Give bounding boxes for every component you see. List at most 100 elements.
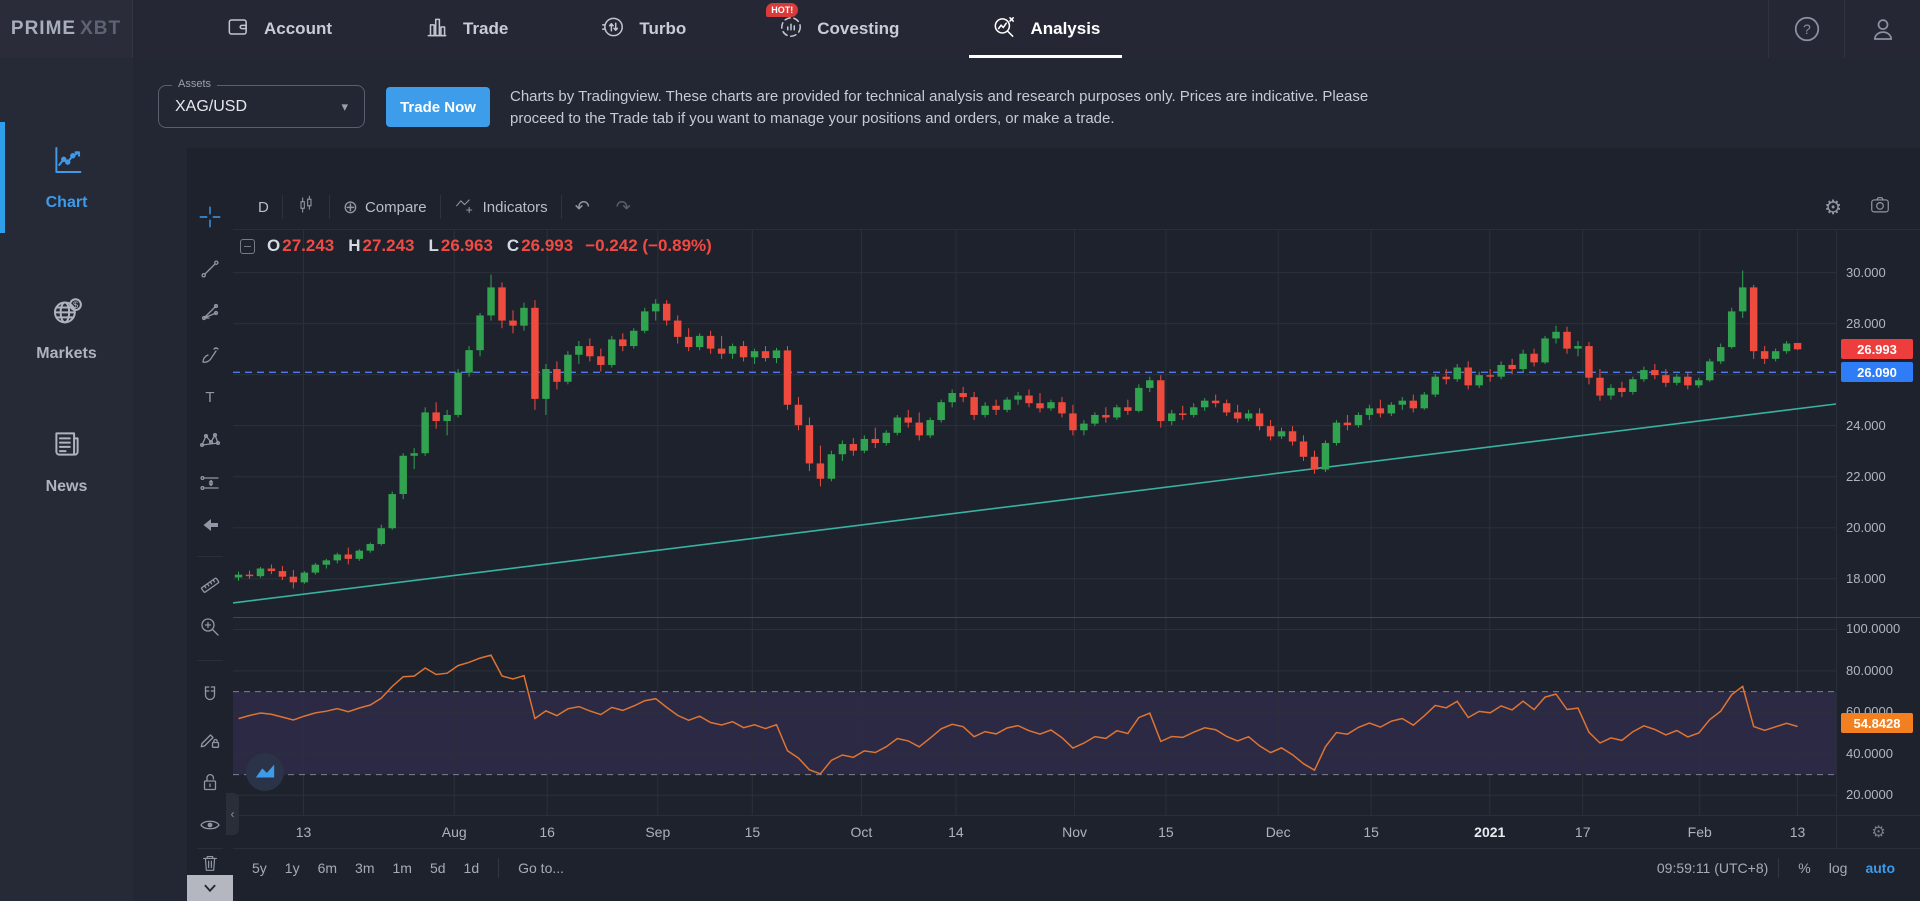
assets-select-label: Assets — [172, 78, 218, 90]
arrow-marker-tool[interactable] — [187, 508, 233, 542]
crosshair-tool[interactable] — [187, 200, 233, 234]
wallet-icon — [225, 14, 251, 45]
chart-settings-button[interactable]: ⚙ — [1818, 195, 1848, 220]
logo-prime: PRIME — [10, 18, 77, 39]
prediction-tool[interactable] — [187, 466, 233, 500]
measure-tool[interactable] — [187, 568, 233, 602]
tab-turbo[interactable]: Turbo — [578, 0, 708, 58]
sidebar-label: News — [45, 477, 88, 495]
time-tick: 14 — [948, 824, 964, 840]
time-tick: 17 — [1574, 824, 1591, 840]
price-tick: 100.0000 — [1846, 621, 1901, 637]
tab-covesting[interactable]: HOT! Covesting — [756, 0, 921, 58]
range-5y[interactable]: 5y — [252, 860, 267, 876]
chart-bottom-bar: 5y 1y 6m 3m 1m 5d 1d Go to... 09:59:11 (UTC+8)… — [233, 848, 1920, 901]
range-6m[interactable]: 6m — [317, 860, 338, 876]
topbar-right: ? — [1768, 0, 1920, 58]
price-tick: 30.000 — [1846, 264, 1886, 280]
collapse-legend-button[interactable] — [240, 238, 255, 254]
hide-all-tool[interactable] — [187, 808, 233, 842]
snapshot-button[interactable] — [1862, 194, 1898, 220]
analysis-icon — [991, 14, 1017, 45]
user-button[interactable] — [1844, 0, 1920, 58]
tab-analysis[interactable]: Analysis — [969, 0, 1123, 58]
tab-trade[interactable]: Trade — [402, 0, 530, 58]
chevron-down-icon — [204, 884, 216, 893]
toolbar-separator — [560, 195, 562, 219]
text-tool[interactable]: T — [187, 380, 233, 414]
assets-select[interactable]: Assets XAG/USD ▾ — [158, 78, 365, 128]
price-tick: 80.0000 — [1846, 662, 1893, 678]
time-axis-settings[interactable]: ⚙ — [1836, 815, 1920, 848]
compare-button[interactable]: ⊕ Compare — [330, 197, 440, 218]
time-tick: Sep — [645, 824, 671, 840]
line-chart-icon — [50, 143, 84, 182]
lock-all-tool[interactable] — [187, 765, 233, 799]
toolbar-separator — [197, 848, 223, 849]
gann-fibonacci-tool[interactable] — [187, 295, 233, 329]
range-3m[interactable]: 3m — [355, 860, 375, 876]
tab-label: Analysis — [1030, 19, 1101, 38]
help-button[interactable]: ? — [1768, 0, 1844, 58]
scroll-down-button[interactable] — [187, 875, 233, 901]
redo-icon: ↷ — [615, 196, 631, 217]
compare-label: Compare — [364, 198, 427, 216]
redo-button[interactable]: ↷ — [603, 197, 644, 218]
range-buttons: 5y 1y 6m 3m 1m 5d 1d — [243, 855, 488, 881]
drawing-mode-lock-tool[interactable] — [187, 722, 233, 756]
sidebar-item-chart[interactable]: Chart — [0, 122, 133, 233]
magnet-tool[interactable] — [187, 678, 233, 712]
auto-scale-toggle[interactable]: auto — [1865, 860, 1895, 876]
xabcd-pattern-tool[interactable] — [187, 424, 233, 458]
ohlc-pair: O 27.243 — [267, 236, 335, 255]
gear-icon: ⚙ — [1871, 824, 1886, 841]
time-tick: 16 — [539, 824, 555, 840]
sidebar-item-news[interactable]: News — [0, 416, 133, 506]
sidebar-label: Chart — [45, 194, 88, 211]
range-5d[interactable]: 5d — [429, 860, 446, 876]
price-tick: 20.000 — [1846, 519, 1886, 535]
price-tick: 28.000 — [1846, 315, 1886, 331]
log-scale-toggle[interactable]: log — [1828, 860, 1848, 876]
trade-now-button[interactable]: Trade Now — [386, 87, 490, 127]
time-tick: 15 — [744, 824, 761, 840]
pane-divider[interactable] — [233, 617, 1920, 618]
ohlc-pair: C 26.993 — [506, 236, 574, 255]
collapse-toolbar-tab[interactable]: ‹ — [226, 793, 239, 835]
clock[interactable]: 09:59:11 (UTC+8) — [1656, 860, 1769, 876]
chevron-left-icon: ‹ — [230, 807, 235, 821]
brush-tool[interactable] — [187, 338, 233, 372]
tradingview-logo[interactable] — [246, 753, 284, 791]
bar-chart-icon — [424, 14, 450, 45]
svg-text:T: T — [205, 389, 214, 406]
undo-button[interactable]: ↶ — [562, 197, 603, 218]
trend-line-tool[interactable] — [187, 252, 233, 286]
time-tick: 13 — [295, 824, 312, 840]
sidebar-item-markets[interactable]: $ Markets — [0, 283, 133, 373]
logo[interactable]: PRIME XBT — [0, 0, 133, 58]
separator — [1778, 858, 1780, 878]
assets-select-value: XAG/USD — [175, 97, 248, 115]
time-axis[interactable]: 13 Aug 16 Sep 15 Oct 14 Nov 15 Dec 15 2021 17 Feb 13 — [233, 815, 1836, 848]
range-1d[interactable]: 1d — [463, 860, 480, 876]
gear-icon: ⚙ — [1824, 196, 1842, 219]
disclaimer-text: Charts by Tradingview. These charts are … — [510, 86, 1660, 130]
chart-style-button[interactable] — [283, 195, 329, 219]
ohlc-pair: H 27.243 — [348, 236, 415, 255]
goto-button[interactable]: Go to... — [518, 860, 565, 876]
range-1y[interactable]: 1y — [284, 860, 300, 876]
area-chart-icon — [255, 764, 275, 778]
chart-plot[interactable] — [232, 230, 1837, 815]
interval-button[interactable]: D — [245, 199, 282, 216]
disclaimer-line2: proceed to the Trade tab if you want to … — [510, 110, 1115, 127]
tab-account[interactable]: Account — [203, 0, 354, 58]
zoom-in-tool[interactable] — [187, 610, 233, 644]
hot-badge: HOT! — [766, 3, 799, 17]
remove-drawings-tool[interactable] — [187, 851, 233, 875]
toolbar-separator — [439, 195, 441, 219]
indicators-button[interactable]: Indicators — [441, 195, 561, 219]
percent-scale-toggle[interactable]: % — [1798, 860, 1811, 876]
ohlc-pair: L 26.963 — [428, 236, 493, 255]
price-axis[interactable]: 30.000 28.000 24.000 22.000 20.000 18.000 100.… — [1836, 230, 1920, 815]
range-1m[interactable]: 1m — [392, 860, 412, 876]
